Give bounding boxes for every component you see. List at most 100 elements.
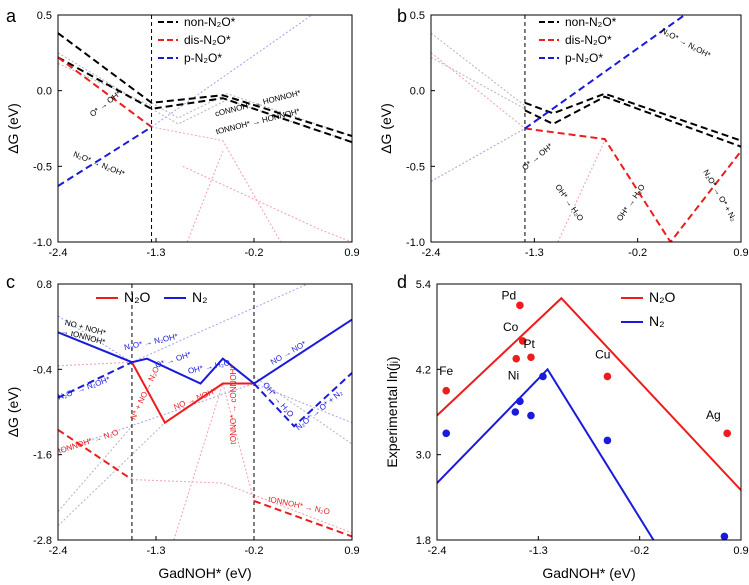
series-non-n2o-1: [524, 92, 741, 142]
series-dis-n2o: [58, 56, 153, 128]
x-tick-label-0-9: 0.9: [733, 545, 748, 557]
faint-line-2: [131, 284, 308, 363]
x-tick-label-1-3: -1.3: [147, 247, 166, 259]
point-n2o-cu: [603, 372, 612, 381]
y-tick-label-1-0: -1.0: [406, 237, 425, 249]
point-label-ni: Ni: [508, 368, 519, 382]
annotation-no-noh: NO → NOH*: [172, 386, 217, 411]
legend-label-n2o: N₂O: [649, 289, 676, 305]
faint-line-1: [431, 32, 526, 107]
plot-area: [431, 15, 741, 242]
series-n2o-dashed-right: [253, 499, 352, 538]
plot-frame: [57, 14, 353, 243]
x-tick-label-0-9: 0.9: [344, 545, 359, 557]
faint-line-8: [58, 425, 133, 512]
plot-frame: [436, 283, 742, 541]
panel-letter-b: b: [397, 6, 407, 26]
panel-letter-a: a: [6, 6, 17, 26]
x-tick-label-0-9: 0.9: [344, 247, 359, 259]
point-n2-5: [539, 372, 547, 381]
y-tick-label-0-4: -0.4: [33, 364, 52, 376]
x-tick-label-1-3: -1.3: [529, 545, 548, 557]
x-tick-label-0-9: 0.9: [733, 247, 748, 259]
panel-b: O* → OH* OH* → H₂O OH* → H₂O N₂O* → O* + N₂…: [378, 6, 749, 259]
y-tick-label-1-8: 1.8: [416, 535, 431, 547]
y-axis-label: ΔG (eV): [5, 387, 21, 438]
plot-frame: [57, 283, 353, 541]
point-n2-6: [603, 436, 612, 445]
y-tick-label-0-5: -0.5: [33, 161, 52, 173]
faint-line-1: [58, 315, 133, 363]
point-n2o-ag: [723, 429, 731, 438]
x-axis-label: GadNOH* (eV): [542, 565, 635, 581]
point-n2o-pt: [527, 353, 535, 362]
point-n2o-co: [518, 337, 527, 345]
annotation-tonno-connoh: tONNO* → cONNOH*: [229, 366, 238, 445]
x-tick-label-1-3: -1.3: [525, 247, 544, 259]
legend-label-p-n2o: p-N₂O*: [184, 51, 222, 65]
faint-line-5: [58, 361, 132, 367]
annotation-tonnoh-n2o-right: tONNOH* → N₂O: [267, 495, 330, 517]
plot-area: [58, 15, 352, 242]
panel-letter-d: d: [397, 272, 407, 292]
y-tick-label-1-6: -1.6: [33, 450, 52, 462]
y-tick-label-0-0: 0.0: [410, 86, 425, 98]
series-n2o-dashed-left: [58, 428, 133, 481]
panel-a: O* → OH* cONNOH* → HONNOH*tONNOH* → HONNO…: [5, 6, 360, 259]
panel-letter-c: c: [6, 272, 15, 292]
series-n2-dashed-right: [253, 372, 352, 428]
y-tick-label-0-8: 0.8: [37, 279, 52, 291]
faint-line-1: [151, 126, 282, 242]
legend-label-non-n2o: non-N₂O*: [184, 15, 236, 29]
point-label-ag: Ag: [706, 408, 721, 422]
y-tick-label-3-0: 3.0: [416, 450, 431, 462]
y-tick-label-0-5: -0.5: [406, 161, 425, 173]
legend-label-non-n2o: non-N₂O*: [565, 15, 617, 29]
x-tick-label-0-2: -0.2: [628, 247, 647, 259]
x-tick-label-1-3: -1.3: [147, 545, 166, 557]
legend-label-n2: N₂: [649, 313, 665, 329]
y-tick-label-5-4: 5.4: [416, 279, 431, 291]
point-label-cu: Cu: [595, 348, 610, 362]
point-n2-2: [511, 408, 520, 416]
plot-area: [437, 296, 741, 540]
y-tick-label-1-0: -1.0: [33, 237, 52, 249]
point-label-pt: Pt: [523, 337, 535, 351]
annotation-oh-h2o-left: OH* → H₂O: [553, 183, 585, 223]
legend-label-n2o: N₂O: [124, 289, 151, 305]
legend-label-dis-n2o: dis-N₂O*: [184, 33, 231, 47]
x-tick-label-2-4: -2.4: [49, 247, 68, 259]
faint-line-3: [58, 383, 255, 452]
faint-line-8: [58, 62, 152, 107]
y-tick-label-0-5: 0.5: [410, 10, 425, 22]
point-n2o-ni: [512, 354, 521, 363]
point-n2o-pd: [516, 301, 524, 310]
series-non-n2o-1: [58, 32, 352, 138]
point-label-co: Co: [503, 320, 519, 334]
series-n2-dashed-left: [58, 361, 133, 399]
faint-line-4: [431, 52, 526, 129]
legend-label-p-n2o: p-N₂O*: [565, 51, 603, 65]
annotation-n-no-n2o: N* + NO → N₂O: [129, 365, 161, 421]
faint-line-4: [151, 15, 313, 128]
series-n2o-solid: [131, 361, 254, 425]
panel-c: NO + NOH*→ tONNOH*N₂O* → N₂OH*N₂O* → N₂O…: [5, 272, 360, 581]
annotation-o-oh: O* → OH*: [520, 142, 554, 173]
y-tick-label-4-2: 4.2: [416, 364, 431, 376]
point-n2-4: [527, 411, 535, 420]
plot-area: [58, 284, 352, 540]
annotation-oh-h2o-right: OH* → H₂O: [615, 183, 647, 223]
y-tick-label-0-0: 0.0: [37, 86, 52, 98]
faint-line-2: [182, 165, 352, 242]
x-tick-label-0-2: -0.2: [245, 545, 264, 557]
series-non-n2o-2: [524, 95, 741, 148]
faint-line-3: [186, 150, 224, 242]
y-tick-label-2-8: -2.8: [33, 535, 52, 547]
series-p-n2o: [58, 126, 153, 187]
y-axis-label: Experimental ln(jᵢ): [384, 356, 400, 467]
annotation-n2o-o-n2: N₂O* → O* + N₂: [294, 388, 344, 432]
point-n2o-fe: [442, 386, 451, 395]
y-axis-label: ΔG (eV): [5, 103, 21, 154]
series-n2o: [437, 296, 741, 491]
